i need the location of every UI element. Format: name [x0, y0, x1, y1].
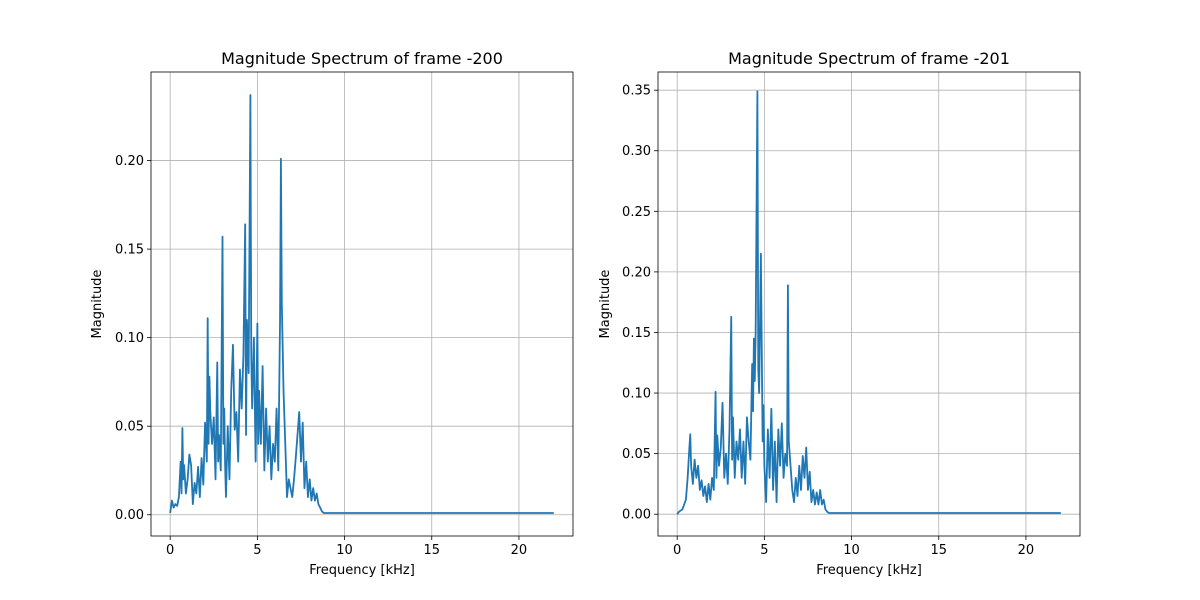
axes-frame	[657, 71, 1081, 537]
axes-frame	[150, 71, 574, 537]
y-axis-label: Magnitude	[598, 270, 613, 339]
y-tick-label: 0.30	[622, 144, 651, 159]
x-ticks: 0 5 10 15 20	[166, 536, 527, 558]
x-tick-label: 5	[253, 543, 261, 558]
chart-title: Magnitude Spectrum of frame -200	[221, 49, 503, 68]
y-axis-label: Magnitude	[90, 270, 105, 339]
x-tick-label: 20	[1018, 543, 1035, 558]
y-tick-label: 0.00	[622, 508, 651, 523]
x-tick-label: 15	[423, 543, 440, 558]
y-tick-label: 0.10	[622, 387, 651, 402]
x-tick-label: 20	[511, 543, 528, 558]
y-tick-label: 0.10	[115, 331, 144, 346]
spectrum-line	[676, 90, 1061, 515]
y-tick-label: 0.20	[622, 265, 651, 280]
x-tick-label: 15	[930, 543, 947, 558]
x-tick-label: 0	[166, 543, 174, 558]
y-tick-label: 0.20	[115, 154, 144, 169]
grid-lines	[658, 72, 1080, 536]
y-ticks: 0.00 0.05 0.10 0.15 0.20	[115, 154, 151, 523]
y-tick-label: 0.15	[115, 243, 144, 258]
x-tick-label: 0	[673, 543, 681, 558]
x-tick-label: 10	[336, 543, 353, 558]
y-tick-label: 0.15	[622, 326, 651, 341]
subplot-frame-200: 0 5 10 15 20 0.00 0.05 0.10 0.15 0.20 Magnitude …	[90, 49, 574, 578]
y-tick-label: 0.25	[622, 205, 651, 220]
x-tick-label: 10	[843, 543, 860, 558]
spectrum-line	[169, 94, 554, 514]
x-tick-label: 5	[760, 543, 768, 558]
subplot-frame-201: 0 5 10 15 20 0.00 0.05 0.10 0.15 0.20 0.25 0.30 0.3…	[598, 49, 1081, 578]
x-ticks: 0 5 10 15 20	[673, 536, 1034, 558]
y-tick-label: 0.05	[115, 420, 144, 435]
y-tick-label: 0.00	[115, 508, 144, 523]
y-tick-label: 0.05	[622, 447, 651, 462]
chart-title: Magnitude Spectrum of frame -201	[728, 49, 1010, 68]
y-tick-label: 0.35	[622, 84, 651, 99]
x-axis-label: Frequency [kHz]	[816, 563, 922, 578]
y-ticks: 0.00 0.05 0.10 0.15 0.20 0.25 0.30 0.35	[622, 84, 658, 523]
x-axis-label: Frequency [kHz]	[309, 563, 415, 578]
